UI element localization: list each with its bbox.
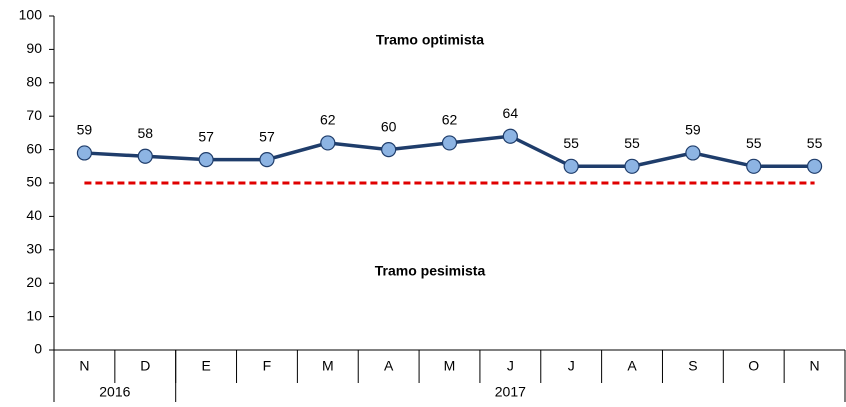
x-tick-label: D xyxy=(140,358,150,374)
data-label: 59 xyxy=(77,122,93,138)
marker xyxy=(320,135,336,151)
y-tick-label: 40 xyxy=(26,207,42,223)
data-label: 55 xyxy=(624,135,640,151)
annotation: Tramo optimista xyxy=(376,32,484,48)
marker xyxy=(198,152,214,168)
data-label: 57 xyxy=(198,128,214,144)
y-tick-label: 30 xyxy=(26,241,42,257)
marker xyxy=(624,158,640,174)
y-tick-label: 70 xyxy=(26,107,42,123)
group-label: 2016 xyxy=(99,384,130,400)
y-tick-label: 100 xyxy=(19,7,43,23)
x-tick-label: N xyxy=(79,358,89,374)
y-tick-label: 50 xyxy=(26,174,42,190)
x-tick-label: E xyxy=(201,358,210,374)
x-tick-label: O xyxy=(748,358,759,374)
x-tick-label: S xyxy=(688,358,697,374)
y-tick-label: 0 xyxy=(34,341,42,357)
data-label: 55 xyxy=(746,135,762,151)
annotation: Tramo pesimista xyxy=(375,263,486,279)
x-tick-label: A xyxy=(627,358,637,374)
data-label: 59 xyxy=(685,122,701,138)
data-label: 60 xyxy=(381,118,397,134)
marker xyxy=(381,142,397,158)
marker xyxy=(806,158,823,174)
x-tick-label: J xyxy=(507,358,514,374)
x-tick-label: J xyxy=(568,358,575,374)
data-label: 55 xyxy=(563,135,579,151)
marker xyxy=(685,145,701,161)
data-label: 58 xyxy=(137,125,153,141)
data-label: 62 xyxy=(320,112,336,128)
data-label: 64 xyxy=(503,105,519,121)
data-label: 62 xyxy=(442,112,458,128)
y-tick-label: 10 xyxy=(26,307,42,323)
data-label: 55 xyxy=(807,135,823,151)
x-tick-label: N xyxy=(810,358,820,374)
x-tick-label: M xyxy=(322,358,334,374)
marker xyxy=(502,128,518,144)
x-tick-label: M xyxy=(444,358,456,374)
marker xyxy=(441,135,458,151)
x-tick-label: A xyxy=(384,358,394,374)
y-tick-label: 90 xyxy=(26,40,42,56)
x-tick-label: F xyxy=(263,358,272,374)
data-label: 57 xyxy=(259,128,275,144)
marker xyxy=(137,148,153,164)
y-tick-label: 80 xyxy=(26,74,42,90)
marker xyxy=(746,158,762,174)
marker xyxy=(259,152,275,168)
y-tick-label: 60 xyxy=(26,140,42,156)
marker xyxy=(563,158,579,174)
group-label: 2017 xyxy=(495,384,526,400)
y-tick-label: 20 xyxy=(26,274,42,290)
marker xyxy=(76,145,93,161)
